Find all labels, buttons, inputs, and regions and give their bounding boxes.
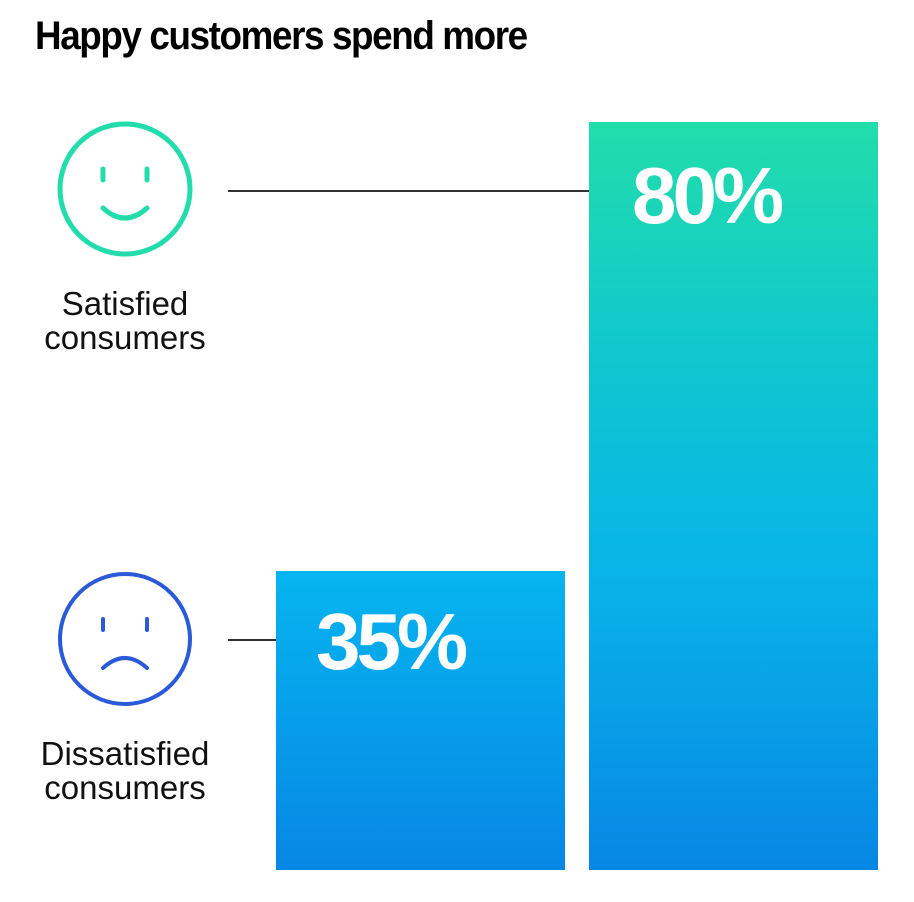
satisfied-value: 80% <box>632 151 784 240</box>
satisfied-label-line1: Satisfied <box>61 285 189 322</box>
satisfied-label: Satisfied consumers <box>30 287 220 355</box>
dissatisfied-label: Dissatisfied consumers <box>30 737 220 805</box>
smiley-face-icon <box>57 121 193 257</box>
dissatisfied-label-line2: consumers <box>44 769 206 806</box>
sad-face-icon <box>58 572 192 706</box>
chart-title: Happy customers spend more <box>35 14 528 58</box>
dissatisfied-leader-line <box>228 639 292 641</box>
satisfied-label-line2: consumers <box>44 319 206 356</box>
dissatisfied-label-line1: Dissatisfied <box>40 735 210 772</box>
dissatisfied-bar: 35% <box>276 571 565 870</box>
satisfied-bar: 80% <box>589 122 878 870</box>
dissatisfied-value: 35% <box>316 597 468 686</box>
satisfied-leader-line <box>228 190 611 192</box>
